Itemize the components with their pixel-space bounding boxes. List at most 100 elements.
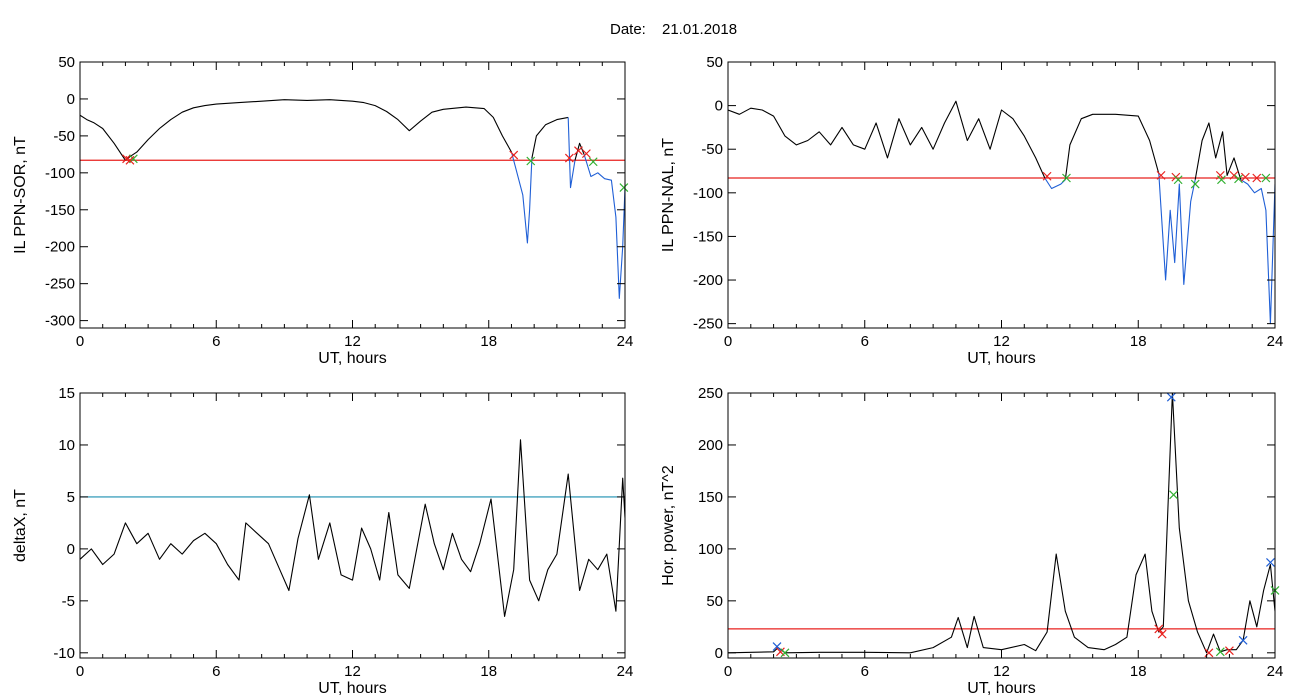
series-segment-highlighted bbox=[510, 151, 533, 244]
y-tick-label: -5 bbox=[62, 593, 75, 610]
y-tick-label: 0 bbox=[67, 91, 75, 108]
x-axis-label: UT, hours bbox=[967, 680, 1035, 697]
panel-ppn-sor: 0 6 12 18 24 50 0 -50 -100 -150 -200 -250 -300 UT, ho… bbox=[12, 54, 633, 367]
plot-area bbox=[80, 439, 625, 617]
y-axis-label: IL PPN-NAL, nT bbox=[660, 138, 677, 252]
y-tick-label: -150 bbox=[693, 228, 723, 245]
marker-red bbox=[564, 153, 574, 163]
x-axis-label: UT, hours bbox=[318, 350, 386, 367]
x-tick-label: 6 bbox=[861, 333, 869, 350]
y-axis-label: IL PPN-SOR, nT bbox=[12, 136, 29, 254]
marker-red bbox=[1252, 173, 1262, 183]
y-tick-label: 0 bbox=[715, 645, 723, 662]
y-tick-label: 0 bbox=[715, 98, 723, 115]
plot-area bbox=[728, 393, 1275, 654]
marker-green bbox=[1169, 490, 1179, 500]
x-tick-label: 18 bbox=[1130, 333, 1147, 350]
x-tick-label: 6 bbox=[861, 663, 869, 680]
y-tick-label: 0 bbox=[67, 541, 75, 558]
marker-green bbox=[1261, 173, 1271, 183]
series-segment bbox=[1064, 113, 1160, 180]
y-axis-label: deltaX, nT bbox=[12, 489, 29, 562]
series-segment-highlighted bbox=[1044, 177, 1066, 190]
x-tick-label: 0 bbox=[76, 333, 84, 350]
x-tick-label: 12 bbox=[993, 663, 1010, 680]
x-tick-label: 18 bbox=[1130, 663, 1147, 680]
x-tick-label: 24 bbox=[617, 333, 634, 350]
y-tick-label: -200 bbox=[693, 272, 723, 289]
marker-red bbox=[574, 146, 583, 156]
panel-deltax: 0 6 12 18 24 15 10 5 0 -5 -10 UT, hours deltaX, nT bbox=[12, 385, 633, 697]
x-tick-label: 24 bbox=[1267, 333, 1284, 350]
series-segment bbox=[728, 393, 1275, 654]
series-segment bbox=[574, 142, 585, 161]
title-date: 21.01.2018 bbox=[662, 21, 737, 38]
y-tick-label: -100 bbox=[693, 185, 723, 202]
y-tick-label: -250 bbox=[693, 316, 723, 333]
marker-green bbox=[1217, 175, 1226, 185]
y-tick-label: 5 bbox=[67, 489, 75, 506]
marker-red bbox=[1156, 170, 1166, 180]
marker-red bbox=[1157, 629, 1167, 639]
marker-red bbox=[581, 149, 591, 159]
y-tick-label: -250 bbox=[45, 276, 75, 293]
y-tick-label: 250 bbox=[698, 385, 723, 402]
x-tick-label: 12 bbox=[344, 333, 361, 350]
plot-area bbox=[80, 99, 625, 299]
marker-red bbox=[1229, 170, 1239, 180]
x-tick-label: 18 bbox=[480, 663, 497, 680]
plot-area bbox=[728, 100, 1275, 325]
y-tick-label: -50 bbox=[701, 141, 723, 158]
marker-blue bbox=[1166, 392, 1176, 402]
axes-frame bbox=[79, 392, 626, 659]
x-tick-label: 12 bbox=[993, 333, 1010, 350]
y-tick-label: -150 bbox=[45, 202, 75, 219]
y-tick-label: 150 bbox=[698, 489, 723, 506]
x-tick-label: 0 bbox=[76, 663, 84, 680]
axes-frame bbox=[727, 61, 1276, 329]
marker-green bbox=[1190, 179, 1200, 189]
marker-green bbox=[619, 183, 629, 193]
series-segment-highlighted bbox=[583, 154, 625, 299]
x-axis-label: UT, hours bbox=[318, 680, 386, 697]
marker-red bbox=[509, 150, 519, 160]
series-segment bbox=[728, 100, 1046, 179]
series-segment-highlighted bbox=[1158, 173, 1196, 285]
series-segment bbox=[531, 116, 569, 159]
x-tick-label: 24 bbox=[617, 663, 634, 680]
marker-green bbox=[1215, 647, 1225, 657]
marker-blue bbox=[1238, 635, 1248, 645]
marker-red bbox=[1042, 171, 1052, 181]
y-tick-label: -300 bbox=[45, 313, 75, 330]
marker-green bbox=[588, 157, 598, 167]
marker-green bbox=[1234, 174, 1243, 184]
marker-red bbox=[1224, 646, 1234, 656]
x-tick-label: 0 bbox=[724, 663, 732, 680]
series-segment-highlighted bbox=[1240, 179, 1275, 325]
y-tick-label: 50 bbox=[58, 54, 75, 71]
y-axis-label: Hor. power, nT^2 bbox=[660, 465, 677, 586]
title-prefix: Date: bbox=[610, 21, 646, 38]
marker-green bbox=[780, 648, 790, 658]
y-tick-label: 50 bbox=[706, 54, 723, 71]
marker-green bbox=[526, 156, 536, 166]
y-tick-label: -100 bbox=[45, 165, 75, 182]
x-tick-label: 24 bbox=[1267, 663, 1284, 680]
y-tick-label: -50 bbox=[53, 128, 75, 145]
series-segment bbox=[1194, 122, 1242, 180]
x-tick-label: 18 bbox=[480, 333, 497, 350]
y-tick-label: 10 bbox=[58, 437, 75, 454]
figure-title: Date: 21.01.2018 bbox=[610, 21, 737, 38]
y-tick-label: 100 bbox=[698, 541, 723, 558]
x-tick-label: 6 bbox=[212, 333, 220, 350]
x-tick-label: 12 bbox=[344, 663, 361, 680]
marker-green bbox=[1173, 175, 1183, 185]
marker-blue bbox=[1266, 557, 1275, 567]
y-tick-label: 200 bbox=[698, 437, 723, 454]
marker-green bbox=[1062, 173, 1071, 183]
panel-horizontal-power: 0 6 12 18 24 250 200 150 100 50 0 UT, hours Hor. pow… bbox=[660, 385, 1283, 697]
series-segment bbox=[80, 99, 512, 161]
marker-blue bbox=[772, 642, 782, 651]
axes-frame bbox=[79, 61, 626, 329]
